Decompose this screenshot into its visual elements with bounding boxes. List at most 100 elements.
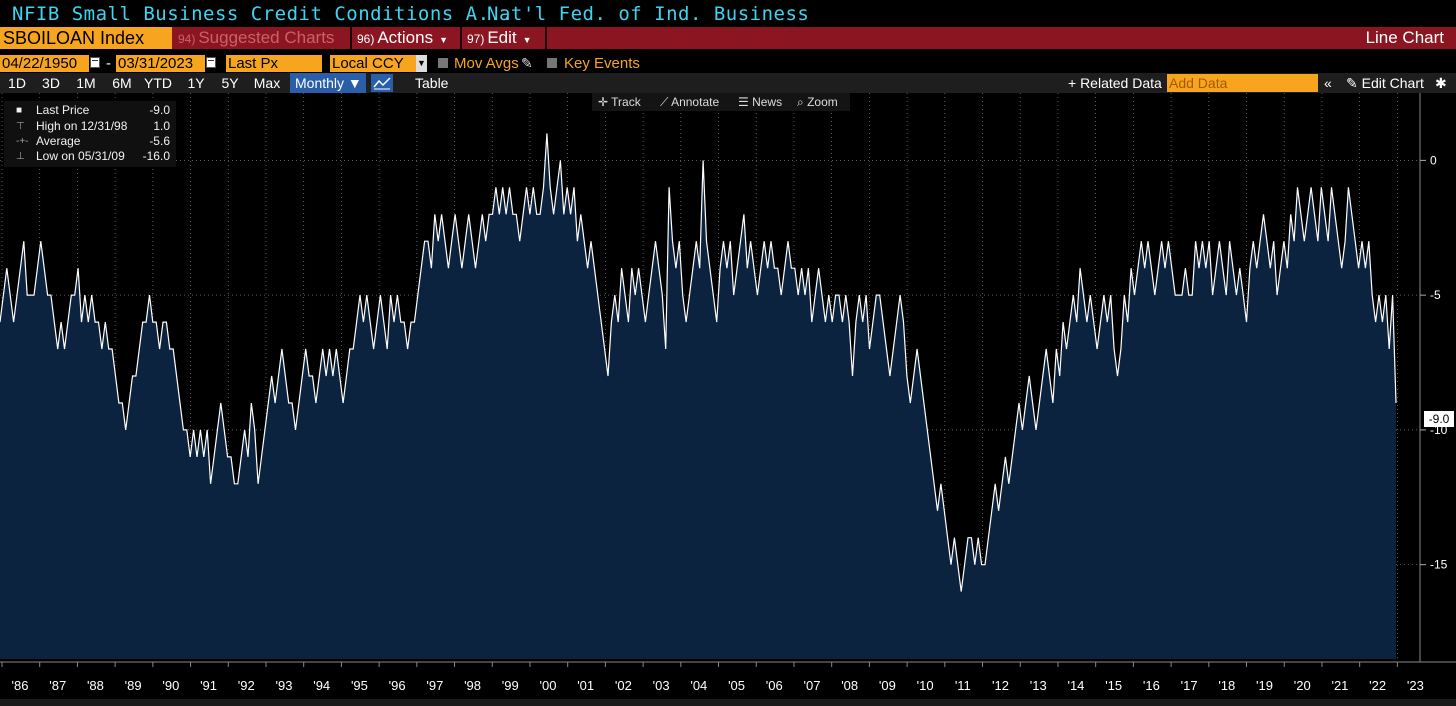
price-field-select[interactable]: Last Px xyxy=(226,55,322,72)
x-tick-label: '02 xyxy=(615,678,632,693)
x-tick-label: '19 xyxy=(1256,678,1273,693)
x-tick-label: '12 xyxy=(992,678,1009,693)
related-data-button[interactable]: + Related Data xyxy=(1068,75,1162,91)
pencil-icon[interactable]: ✎ xyxy=(521,55,533,71)
low-marker-icon: ⊥ xyxy=(16,151,25,162)
last-price-tag: -9.0 xyxy=(1424,411,1454,427)
x-tick-label: '95 xyxy=(351,678,368,693)
line-chart-icon[interactable] xyxy=(371,74,393,92)
legend-label: Last Price xyxy=(36,103,90,117)
x-tick-label: '88 xyxy=(87,678,104,693)
ticker-field[interactable]: SBOILOAN Index xyxy=(0,27,172,49)
legend-high: ⊤ High on 12/31/98 1.0 xyxy=(12,119,174,134)
end-date-input[interactable]: 03/31/2023 xyxy=(116,55,205,72)
legend-label: High on 12/31/98 xyxy=(36,119,128,133)
zoom-label: Zoom xyxy=(807,95,838,109)
chart-type-label: Line Chart xyxy=(1365,28,1444,47)
legend-value: -16.0 xyxy=(142,149,170,163)
x-tick-label: '98 xyxy=(464,678,481,693)
legend-value: -5.6 xyxy=(149,134,170,148)
y-tick-label: -15 xyxy=(1430,558,1448,572)
suggested-charts-menu[interactable]: 94) Suggested Charts xyxy=(178,27,334,49)
y-tick-label: 0 xyxy=(1430,153,1437,167)
x-tick-label: '17 xyxy=(1181,678,1198,693)
x-tick-label: '05 xyxy=(728,678,745,693)
date-separator: - xyxy=(106,55,111,72)
annotate-tool[interactable]: ⟋ Annotate xyxy=(660,93,719,111)
legend-value: 1.0 xyxy=(153,119,170,133)
menu-divider xyxy=(350,27,352,49)
collapse-icon[interactable]: « xyxy=(1324,75,1332,91)
range-3d-button[interactable]: 3D xyxy=(42,75,60,91)
actions-menu[interactable]: 96) Actions ▼ xyxy=(357,27,448,49)
x-tick-label: '09 xyxy=(879,678,896,693)
start-date-input[interactable]: 04/22/1950 xyxy=(0,55,89,72)
range-5y-button[interactable]: 5Y xyxy=(221,75,239,91)
range-ytd-button[interactable]: YTD xyxy=(144,75,172,91)
news-label: News xyxy=(752,95,783,109)
mov-avgs-label: Mov Avgs xyxy=(454,55,519,72)
chevron-down-icon: ▼ xyxy=(522,35,532,45)
x-tick-label: '89 xyxy=(125,678,142,693)
edit-chart-label: Edit Chart xyxy=(1361,75,1424,91)
range-1y-button[interactable]: 1Y xyxy=(187,75,205,91)
key-events-checkbox[interactable] xyxy=(547,58,557,68)
x-tick-label: '15 xyxy=(1105,678,1122,693)
currency-select[interactable]: Local CCY xyxy=(330,55,416,72)
menu-number: 97) xyxy=(467,32,485,46)
x-tick-label: '99 xyxy=(502,678,519,693)
news-icon: ☰ xyxy=(738,95,753,109)
zoom-tool[interactable]: ⌕ Zoom xyxy=(797,93,838,111)
x-tick-label: '87 xyxy=(49,678,66,693)
high-marker-icon: ⊤ xyxy=(16,121,25,132)
news-tool[interactable]: ☰ News xyxy=(738,93,782,111)
periodicity-select[interactable]: Monthly ▼ xyxy=(290,73,366,93)
x-tick-label: '04 xyxy=(690,678,707,693)
edit-chart-button[interactable]: ✎ Edit Chart xyxy=(1346,73,1424,93)
range-1m-button[interactable]: 1M xyxy=(76,75,96,91)
chevron-down-icon[interactable]: ▼ xyxy=(416,55,427,72)
x-tick-label: '22 xyxy=(1369,678,1386,693)
menu-label: Actions xyxy=(377,28,434,47)
line-chart[interactable]: 0-5-10-15 '86'87'88'89'90'91'92'93'94'95… xyxy=(0,93,1456,699)
menu-label: Suggested Charts xyxy=(198,28,335,47)
table-button[interactable]: Table xyxy=(415,75,449,91)
x-tick-label: '06 xyxy=(766,678,783,693)
x-axis: '86 '87 '88 '89 '90 '91 '92 '93 '94 '95 '96 '97 '98 '… xyxy=(0,661,1456,693)
chevron-down-icon: ▼ xyxy=(439,35,449,45)
track-tool[interactable]: ✛ Track xyxy=(598,93,641,111)
x-tick-label: '92 xyxy=(238,678,255,693)
edit-menu[interactable]: 97) Edit ▼ xyxy=(467,27,532,49)
menu-divider xyxy=(460,27,462,49)
calendar-icon[interactable] xyxy=(90,57,100,68)
legend-low: ⊥ Low on 05/31/09 -16.0 xyxy=(12,149,174,164)
mov-avgs-checkbox[interactable] xyxy=(438,58,448,68)
x-tick-label: '03 xyxy=(653,678,670,693)
scrollbar[interactable] xyxy=(0,699,1456,706)
x-tick-label: '11 xyxy=(955,678,971,693)
legend-label: Average xyxy=(36,134,81,148)
legend-panel: ■ Last Price -9.0 ⊤ High on 12/31/98 1.0… xyxy=(4,101,176,167)
search-icon: ⌕ xyxy=(797,95,808,109)
legend-average: -+- Average -5.6 xyxy=(12,134,174,149)
gear-icon[interactable]: ✱ xyxy=(1435,75,1447,91)
x-tick-label: '94 xyxy=(313,678,330,693)
annotate-label: Annotate xyxy=(671,95,720,109)
legend-last[interactable]: ■ Last Price -9.0 xyxy=(12,103,174,118)
x-tick-label: '91 xyxy=(200,678,217,693)
range-max-button[interactable]: Max xyxy=(253,75,281,91)
calendar-icon[interactable] xyxy=(206,57,216,68)
track-label: Track xyxy=(611,95,641,109)
x-tick-label: '96 xyxy=(389,678,406,693)
add-data-input[interactable]: Add Data xyxy=(1167,74,1318,92)
x-tick-label: '00 xyxy=(540,678,557,693)
range-1d-button[interactable]: 1D xyxy=(8,75,26,91)
x-tick-label: '13 xyxy=(1030,678,1047,693)
menu-number: 96) xyxy=(357,32,375,46)
x-tick-label: '23 xyxy=(1407,678,1424,693)
menu-number: 94) xyxy=(178,32,196,46)
x-tick-label: '21 xyxy=(1331,678,1348,693)
x-tick-label: '90 xyxy=(162,678,179,693)
x-tick-label: '18 xyxy=(1218,678,1235,693)
range-6m-button[interactable]: 6M xyxy=(112,75,132,91)
